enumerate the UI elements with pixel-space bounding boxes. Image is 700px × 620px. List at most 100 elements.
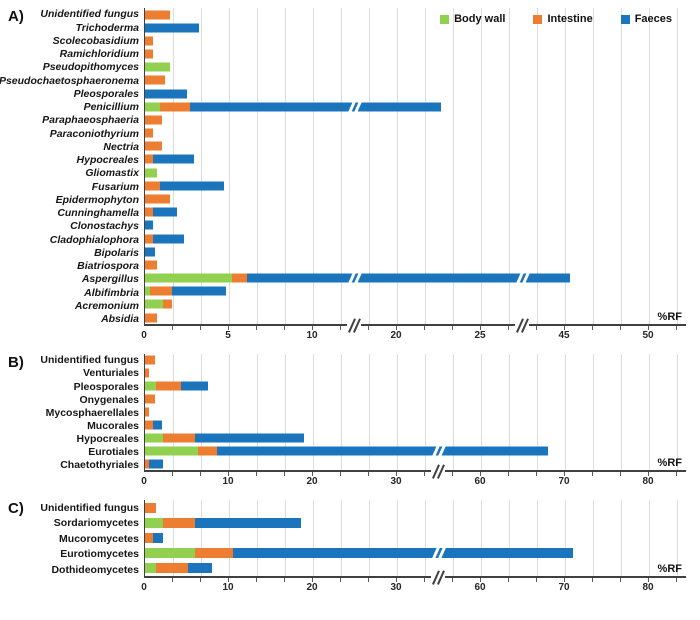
gridline [201, 500, 202, 576]
bar-intestine-pleosporales [155, 381, 182, 391]
axis-tick [592, 472, 593, 476]
bar-intestine-eurotiales [197, 446, 218, 456]
axis-tick [564, 326, 565, 330]
category-label-paraconiothyrium: Paraconiothyrium [49, 127, 139, 140]
gridline [453, 500, 454, 576]
bar-row-pleosporales [145, 380, 686, 393]
category-label-cladophialophora: Cladophialophora [49, 233, 139, 246]
bar-row-unidentified-fungus [145, 354, 686, 367]
category-label-unidentified-fungus: Unidentified fungus [40, 354, 139, 367]
bar-row-nectria [145, 140, 686, 153]
bar-row-bipolaris [145, 245, 686, 258]
axis-tick [256, 578, 257, 582]
bar-intestine-unidentified-fungus [145, 10, 171, 20]
gridline [369, 8, 370, 324]
bar-row-albifimbria [145, 285, 686, 298]
bar-faeces-pleosporales [181, 381, 208, 391]
gridline [257, 8, 258, 324]
bar-row-eurotiales [145, 442, 686, 459]
category-label-ramichloridium: Ramichloridium [59, 48, 139, 61]
axis-tick [620, 578, 621, 582]
bar-row-pseudopithomyces [145, 61, 686, 74]
bar-faeces-eurotiomycetes [233, 548, 574, 559]
bar-faeces-hypocreales [153, 154, 194, 164]
gridline [565, 500, 566, 576]
bar-intestine-mucorales [145, 420, 154, 430]
tick-label-5: 5 [225, 330, 231, 341]
panel-a-plot: Body wall Intestine Faeces %RF [144, 8, 686, 326]
bar-intestine-biatriospora [145, 260, 157, 270]
bar-intestine-pseudochaetosphaeronema [145, 75, 166, 85]
axis-tick [676, 326, 677, 330]
category-label-cunninghamella: Cunninghamella [57, 207, 139, 220]
category-label-onygenales: Onygenales [79, 393, 139, 406]
category-label-penicillium: Penicillium [83, 101, 139, 114]
bar-faeces-chaetothyriales [149, 459, 164, 469]
category-label-absidia: Absidia [101, 313, 139, 326]
bar-row-absidia [145, 311, 686, 324]
axis-tick [452, 578, 453, 582]
tick-label-10: 10 [222, 582, 234, 593]
panel-b-axis-unit-label: %RF [657, 457, 682, 469]
axis-tick [648, 472, 649, 476]
bar-faeces-sordariomycetes [194, 517, 302, 528]
axis-break-mark [431, 463, 445, 479]
gridline [285, 8, 286, 324]
gridline [173, 354, 174, 470]
axis-tick [368, 578, 369, 582]
gridline [453, 354, 454, 470]
axis-tick [340, 326, 341, 330]
gridline [537, 8, 538, 324]
bar-row-scolecobasidium [145, 34, 686, 47]
gridline [537, 354, 538, 470]
gridline [257, 500, 258, 576]
tick-label-20: 20 [306, 476, 318, 487]
gridline [369, 354, 370, 470]
gridline [397, 8, 398, 324]
axis-tick [536, 472, 537, 476]
tick-label-60: 60 [474, 582, 486, 593]
gridline [481, 500, 482, 576]
category-label-clonostachys: Clonostachys [70, 220, 139, 233]
bar-faeces-cunninghamella [153, 207, 177, 217]
category-label-hypocreales: Hypocreales [76, 432, 139, 445]
legend-label-body-wall: Body wall [454, 13, 506, 25]
bar-row-sordariomycetes [145, 515, 686, 530]
bar-row-mucorales [145, 418, 686, 431]
bar-row-fusarium [145, 179, 686, 192]
bar-intestine-nectria [145, 141, 162, 151]
bar-break-mark [347, 270, 363, 286]
category-label-pleosporales: Pleosporales [73, 87, 139, 100]
tick-label-0: 0 [141, 330, 147, 341]
category-label-epidermophyton: Epidermophyton [55, 193, 139, 206]
panel-c: C) Unidentified fungus Sordariomycetes Muc… [8, 500, 700, 594]
gridline [173, 8, 174, 324]
axis-tick [172, 326, 173, 330]
tick-label-0: 0 [141, 476, 147, 487]
bar-body-wall-dothideomycetes [145, 563, 156, 574]
bar-body-wall-sordariomycetes [145, 517, 163, 528]
bar-row-mycosphaerellales [145, 406, 686, 419]
gridline [425, 8, 426, 324]
bar-intestine-onygenales [145, 394, 156, 404]
axis-tick [200, 472, 201, 476]
tick-label-45: 45 [558, 330, 570, 341]
tick-label-30: 30 [390, 582, 402, 593]
bar-intestine-albifimbria [150, 286, 172, 296]
bar-row-penicillium [145, 98, 686, 115]
legend-item-body-wall: Body wall [440, 13, 505, 25]
category-label-bipolaris: Bipolaris [94, 246, 139, 259]
axis-tick [564, 472, 565, 476]
axis-tick [256, 472, 257, 476]
panel-c-x-axis: 0 10 20 30 60 70 80 [141, 569, 686, 594]
panel-b-letter: B) [8, 354, 24, 371]
axis-tick [396, 326, 397, 330]
category-label-venturiales: Venturiales [82, 367, 139, 380]
bar-faeces-mucorales [153, 420, 162, 430]
bar-intestine-paraphaeosphaeria [145, 115, 162, 125]
bar-row-ramichloridium [145, 48, 686, 61]
gridline [509, 8, 510, 324]
gridline [509, 354, 510, 470]
bar-intestine-cladophialophora [145, 234, 154, 243]
tick-label-0: 0 [141, 582, 147, 593]
